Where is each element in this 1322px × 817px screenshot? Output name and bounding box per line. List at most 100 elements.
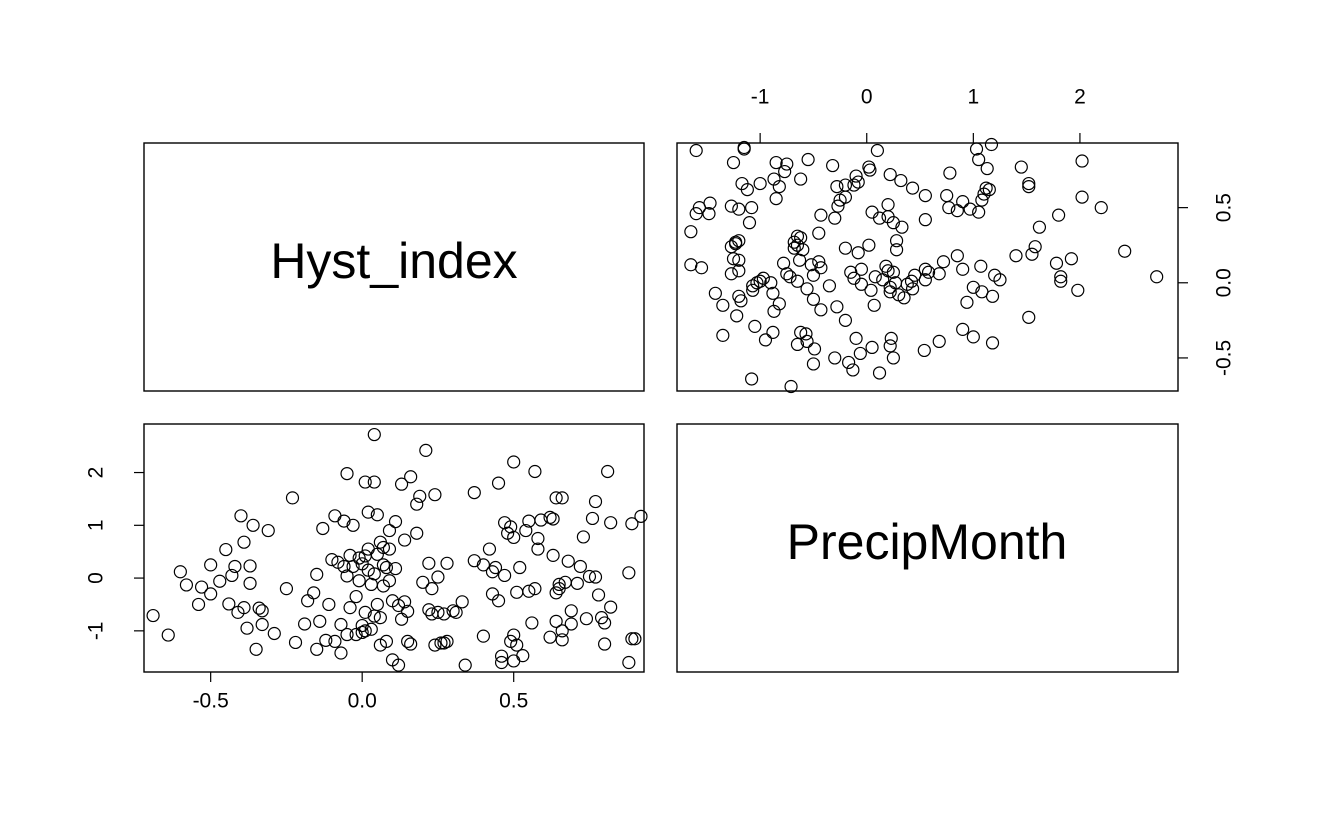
scatter-point-hyst-vs-precip	[370, 597, 384, 612]
left-axis-tick-label: 0	[85, 572, 108, 584]
scatter-point-hyst-vs-precip	[285, 491, 300, 505]
scatter-point-hyst-vs-precip	[494, 649, 509, 663]
scatter-point-hyst-vs-precip	[413, 489, 427, 503]
scatter-point-precip-vs-hyst	[889, 234, 904, 248]
scatter-point-precip-vs-hyst	[862, 238, 876, 252]
scatter-point-precip-vs-hyst	[766, 286, 780, 300]
scatter-point-precip-vs-hyst	[790, 274, 805, 288]
scatter-point-hyst-vs-precip	[410, 526, 424, 540]
scatter-point-hyst-vs-precip	[634, 509, 648, 523]
scatter-point-precip-vs-hyst	[872, 211, 887, 225]
scatter-point-hyst-vs-precip	[382, 574, 397, 588]
scatter-point-precip-vs-hyst	[828, 351, 842, 365]
panel-hyst-label	[143, 142, 645, 392]
scatter-point-precip-vs-hyst	[894, 173, 908, 188]
scatter-point-precip-vs-hyst	[950, 204, 964, 218]
scatter-point-hyst-vs-precip	[555, 491, 569, 505]
scatter-point-hyst-vs-precip	[516, 649, 530, 663]
scatter-point-precip-vs-hyst	[921, 265, 936, 279]
scatter-point-hyst-vs-precip	[546, 512, 560, 526]
scatter-point-hyst-vs-precip	[298, 617, 312, 631]
scatter-point-hyst-vs-precip	[431, 570, 445, 584]
scatter-point-hyst-vs-precip	[243, 559, 257, 573]
scatter-point-hyst-vs-precip	[573, 559, 587, 574]
scatter-point-hyst-vs-precip	[310, 642, 324, 656]
scatter-point-hyst-vs-precip	[222, 597, 236, 611]
scatter-point-precip-vs-hyst	[864, 283, 878, 297]
scatter-point-hyst-vs-precip	[161, 628, 175, 642]
scatter-point-precip-vs-hyst	[689, 207, 703, 221]
scatter-point-precip-vs-hyst	[883, 339, 897, 353]
scatter-point-precip-vs-hyst	[806, 292, 821, 306]
scatter-point-hyst-vs-precip	[437, 636, 451, 650]
scatter-point-hyst-vs-precip	[507, 628, 521, 642]
scatter-point-hyst-vs-precip	[422, 556, 436, 570]
scatter-point-hyst-vs-precip	[370, 508, 384, 522]
scatter-point-precip-vs-hyst	[838, 241, 853, 255]
scatter-point-precip-vs-hyst	[804, 258, 818, 272]
bottom-axis-tick-label: 0.0	[348, 690, 377, 713]
scatter-point-hyst-vs-precip	[352, 574, 366, 588]
scatter-point-precip-vs-hyst	[1071, 283, 1085, 297]
scatter-point-hyst-vs-precip	[279, 582, 294, 596]
scatter-point-precip-vs-hyst	[936, 255, 951, 269]
scatter-point-hyst-vs-precip	[570, 576, 584, 590]
axes-layer: -0.5 0.0 0.5 -1 0 1 2 -1 0 1 2 -0.5 0.0 0.5	[85, 86, 1236, 713]
scatter-point-precip-vs-hyst	[975, 193, 989, 207]
scatter-point-precip-vs-hyst	[726, 155, 741, 170]
scatter-point-hyst-vs-precip	[194, 580, 209, 594]
scatter-point-precip-vs-hyst	[943, 166, 957, 180]
scatter-point-hyst-vs-precip	[449, 605, 463, 619]
scatter-point-hyst-vs-precip	[322, 597, 336, 612]
scatter-point-hyst-vs-precip	[228, 559, 242, 574]
variable-label-hyst-index: Hyst_index	[270, 233, 517, 289]
scatter-point-precip-vs-hyst	[830, 300, 844, 314]
scatter-point-hyst-vs-precip	[382, 542, 397, 556]
scatter-point-precip-vs-hyst	[846, 363, 860, 377]
scatter-point-hyst-vs-precip	[419, 443, 433, 457]
scatter-point-precip-vs-hyst	[814, 261, 828, 275]
right-axis-tick-label: 0.0	[1213, 268, 1236, 297]
scatter-point-precip-vs-hyst	[732, 202, 746, 216]
scatter-point-precip-vs-hyst	[851, 175, 865, 189]
scatter-point-hyst-vs-precip	[358, 605, 372, 619]
scatter-point-precip-vs-hyst	[980, 161, 994, 176]
scatter-point-precip-vs-hyst	[975, 285, 989, 299]
scatter-point-hyst-vs-precip	[204, 587, 218, 601]
scatter-point-precip-vs-hyst	[867, 298, 881, 312]
scatter-point-hyst-vs-precip	[498, 568, 512, 583]
scatter-point-hyst-vs-precip	[382, 523, 397, 538]
scatter-point-precip-vs-hyst	[1025, 247, 1039, 261]
variable-label-precipmonth: PrecipMonth	[787, 514, 1068, 570]
scatter-point-hyst-vs-precip	[513, 560, 527, 575]
scatter-point-precip-vs-hyst	[872, 366, 887, 380]
scatter-point-precip-vs-hyst	[800, 334, 814, 348]
scatter-point-precip-vs-hyst	[966, 330, 980, 344]
points-layer	[146, 137, 1164, 672]
scatter-point-precip-vs-hyst	[972, 205, 986, 219]
scatter-point-precip-vs-hyst	[730, 309, 744, 323]
scatter-point-hyst-vs-precip	[367, 475, 381, 489]
scatter-point-precip-vs-hyst	[764, 276, 778, 290]
scatter-point-precip-vs-hyst	[908, 268, 922, 282]
scatter-point-precip-vs-hyst	[758, 333, 773, 347]
scatter-point-precip-vs-hyst	[732, 289, 746, 303]
scatter-point-precip-vs-hyst	[905, 181, 920, 195]
scatter-point-hyst-vs-precip	[561, 554, 575, 568]
scatter-point-precip-vs-hyst	[966, 280, 980, 294]
scatter-point-hyst-vs-precip	[367, 567, 381, 581]
scatter-point-precip-vs-hyst	[1094, 201, 1108, 215]
scatter-point-hyst-vs-precip	[358, 624, 372, 638]
scatter-point-hyst-vs-precip	[549, 614, 563, 628]
scatter-point-precip-vs-hyst	[1075, 190, 1089, 204]
scatter-point-precip-vs-hyst	[1014, 160, 1028, 174]
scatter-point-precip-vs-hyst	[753, 274, 767, 288]
scatter-point-precip-vs-hyst	[870, 143, 885, 158]
scatter-point-hyst-vs-precip	[255, 617, 269, 632]
scatter-point-hyst-vs-precip	[519, 523, 533, 538]
scatter-point-precip-vs-hyst	[932, 267, 946, 281]
scatter-point-precip-vs-hyst	[881, 198, 895, 212]
scatter-point-hyst-vs-precip	[328, 509, 342, 523]
scatter-point-precip-vs-hyst	[993, 273, 1007, 287]
scatter-point-precip-vs-hyst	[724, 267, 738, 281]
